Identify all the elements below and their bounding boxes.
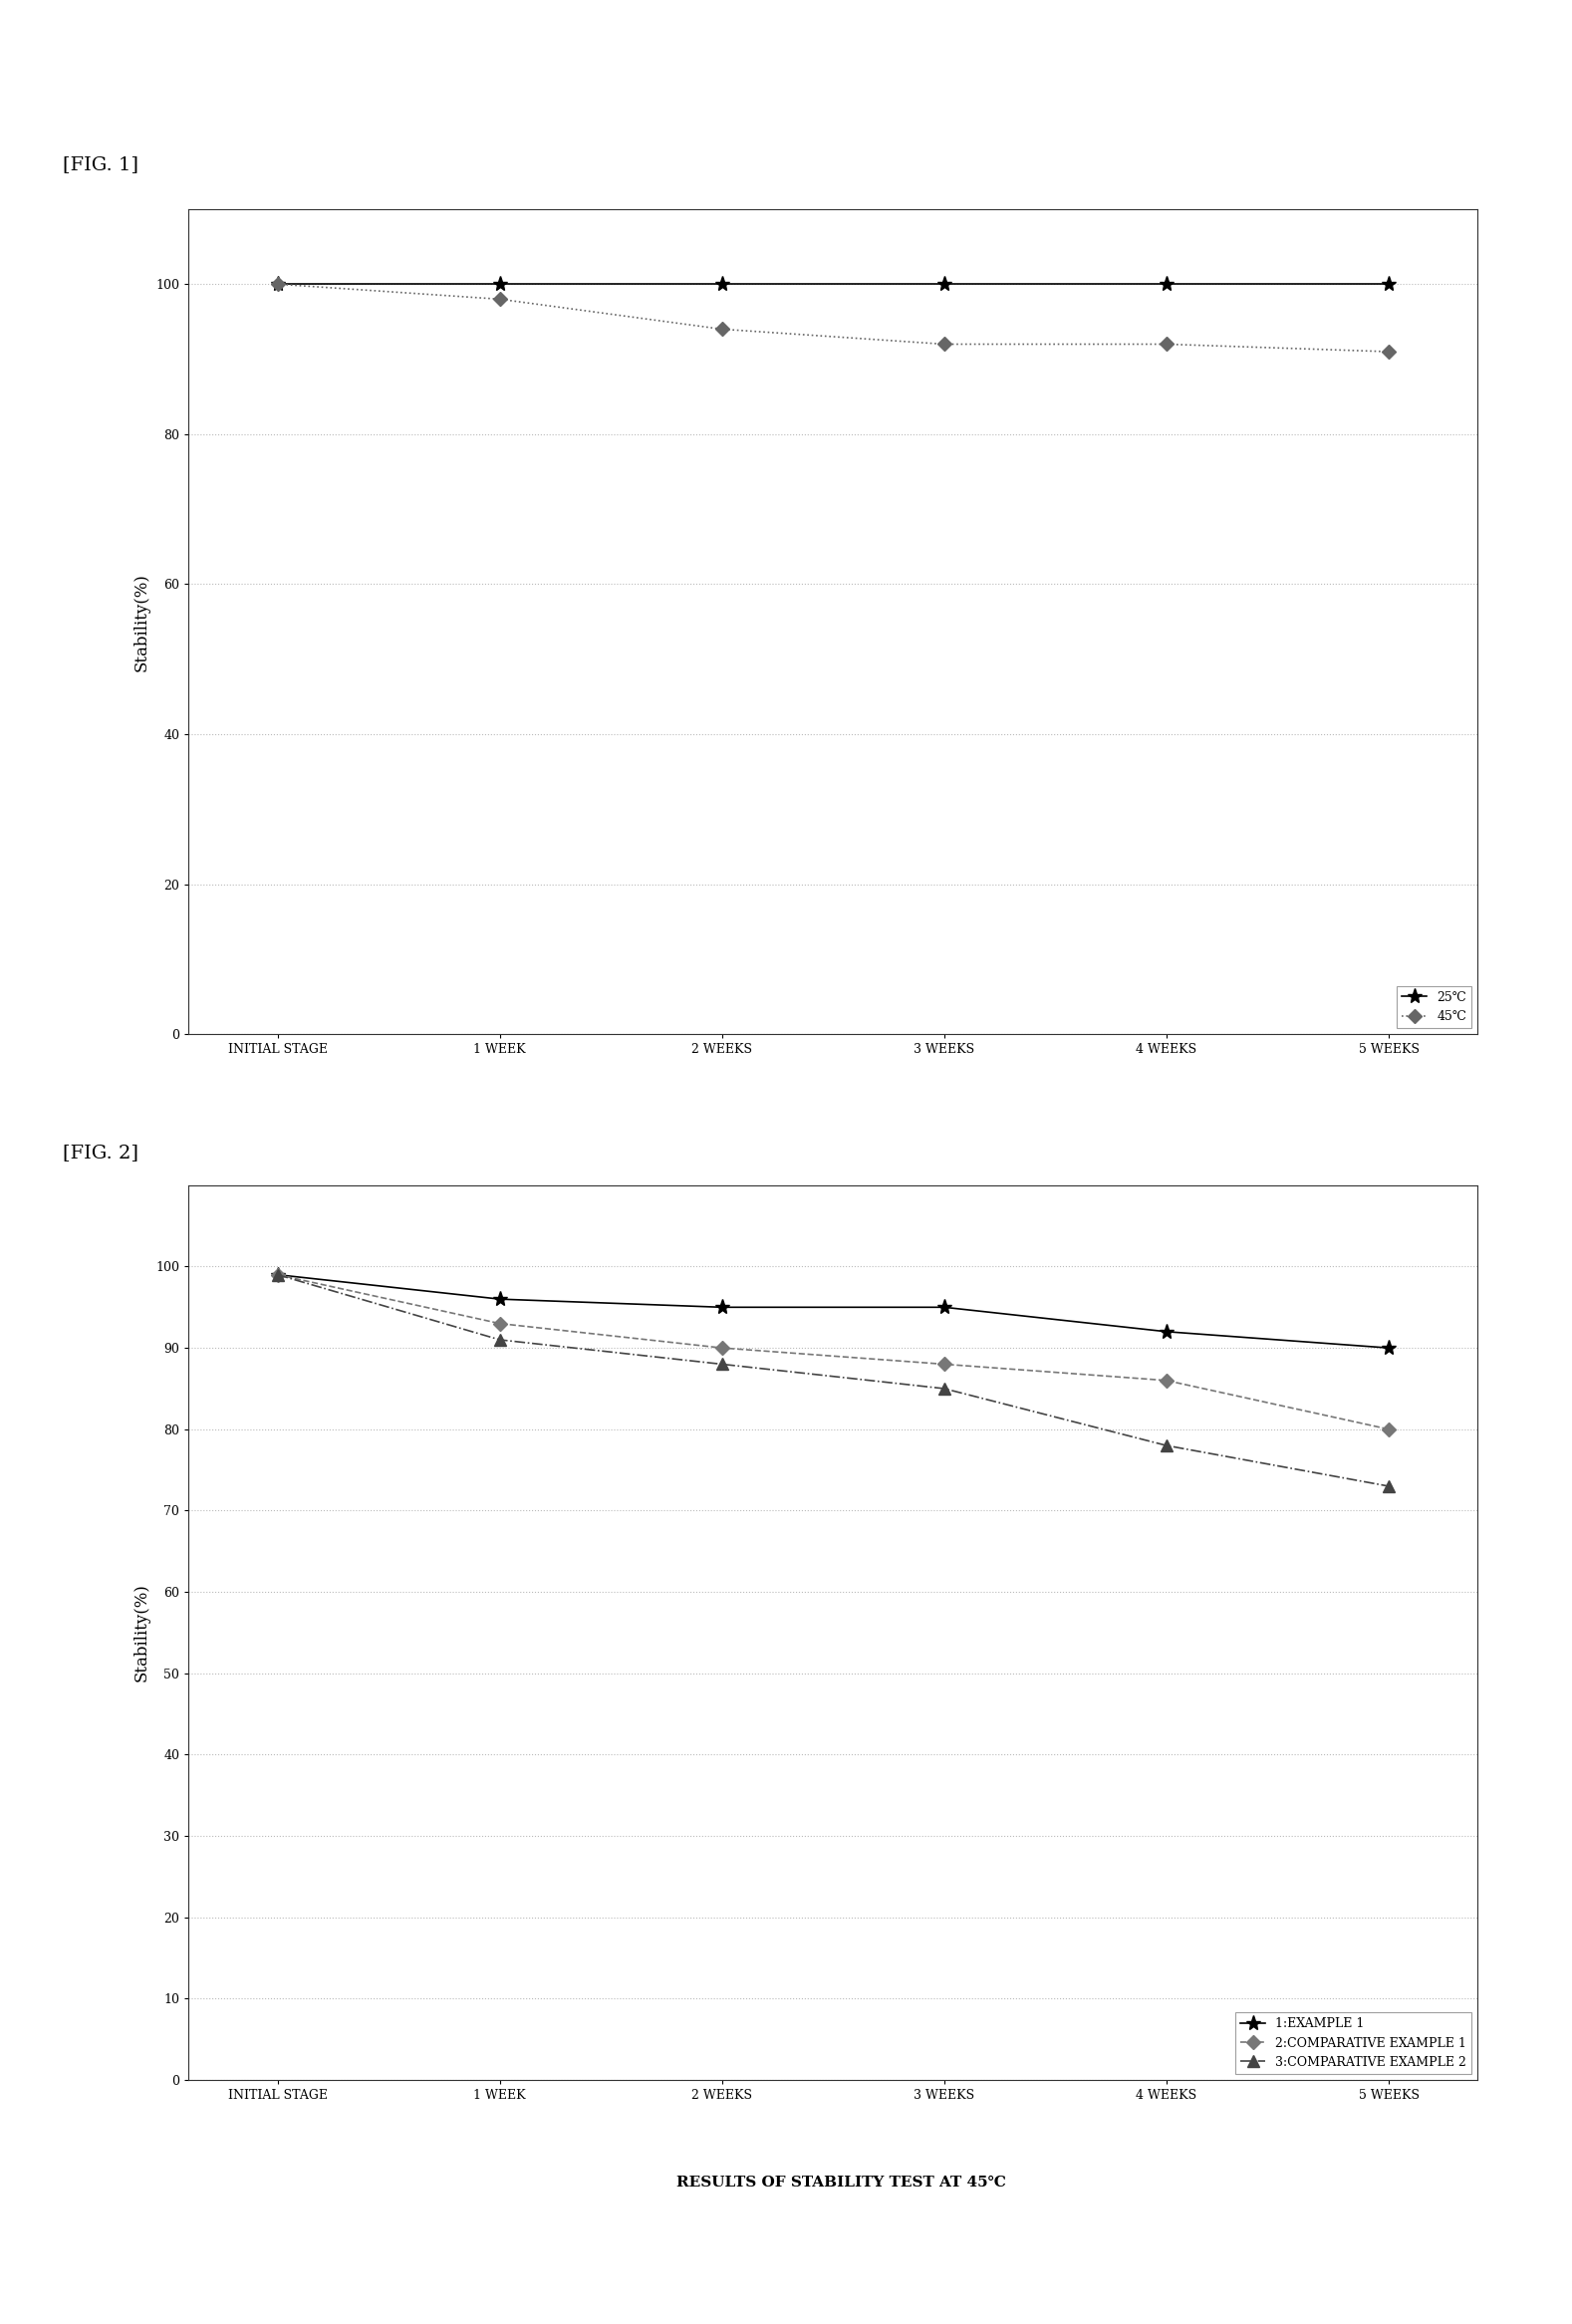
45℃ bbox=[1379, 337, 1398, 365]
2:COMPARATIVE EXAMPLE 1 bbox=[1379, 1415, 1398, 1443]
Y-axis label: Stability(%): Stability(%) bbox=[134, 572, 151, 672]
25℃ bbox=[490, 270, 509, 297]
45℃ bbox=[1157, 330, 1176, 358]
1:EXAMPLE 1 bbox=[935, 1292, 954, 1320]
3:COMPARATIVE EXAMPLE 2 bbox=[1379, 1473, 1398, 1501]
Text: [FIG. 2]: [FIG. 2] bbox=[63, 1143, 138, 1162]
1:EXAMPLE 1 bbox=[269, 1260, 288, 1287]
3:COMPARATIVE EXAMPLE 2 bbox=[935, 1373, 954, 1401]
Legend: 1:EXAMPLE 1, 2:COMPARATIVE EXAMPLE 1, 3:COMPARATIVE EXAMPLE 2: 1:EXAMPLE 1, 2:COMPARATIVE EXAMPLE 1, 3:… bbox=[1236, 2013, 1471, 2073]
45℃ bbox=[269, 270, 288, 297]
25℃ bbox=[935, 270, 954, 297]
2:COMPARATIVE EXAMPLE 1 bbox=[712, 1334, 731, 1362]
Line: 2:COMPARATIVE EXAMPLE 1: 2:COMPARATIVE EXAMPLE 1 bbox=[272, 1269, 1394, 1434]
25℃ bbox=[1157, 270, 1176, 297]
1:EXAMPLE 1 bbox=[712, 1292, 731, 1320]
2:COMPARATIVE EXAMPLE 1 bbox=[1157, 1367, 1176, 1394]
3:COMPARATIVE EXAMPLE 2 bbox=[269, 1260, 288, 1287]
45℃ bbox=[935, 330, 954, 358]
Y-axis label: Stability(%): Stability(%) bbox=[134, 1583, 151, 1683]
1:EXAMPLE 1 bbox=[1379, 1334, 1398, 1362]
1:EXAMPLE 1 bbox=[490, 1285, 509, 1313]
3:COMPARATIVE EXAMPLE 2 bbox=[490, 1325, 509, 1353]
Legend: 25℃, 45℃: 25℃, 45℃ bbox=[1398, 985, 1471, 1027]
45℃ bbox=[490, 286, 509, 314]
2:COMPARATIVE EXAMPLE 1 bbox=[935, 1350, 954, 1378]
Line: 45℃: 45℃ bbox=[272, 279, 1394, 356]
25℃ bbox=[269, 270, 288, 297]
45℃ bbox=[712, 316, 731, 344]
2:COMPARATIVE EXAMPLE 1 bbox=[269, 1260, 288, 1287]
3:COMPARATIVE EXAMPLE 2 bbox=[1157, 1432, 1176, 1459]
Text: RESULTS OF STABILITY TEST AT 45℃: RESULTS OF STABILITY TEST AT 45℃ bbox=[676, 2175, 1006, 2189]
1:EXAMPLE 1 bbox=[1157, 1318, 1176, 1346]
Line: 3:COMPARATIVE EXAMPLE 2: 3:COMPARATIVE EXAMPLE 2 bbox=[272, 1269, 1394, 1492]
Line: 1:EXAMPLE 1: 1:EXAMPLE 1 bbox=[270, 1267, 1396, 1355]
2:COMPARATIVE EXAMPLE 1 bbox=[490, 1311, 509, 1339]
Text: [FIG. 1]: [FIG. 1] bbox=[63, 156, 138, 174]
Line: 25℃: 25℃ bbox=[270, 277, 1396, 293]
25℃ bbox=[1379, 270, 1398, 297]
3:COMPARATIVE EXAMPLE 2 bbox=[712, 1350, 731, 1378]
25℃ bbox=[712, 270, 731, 297]
